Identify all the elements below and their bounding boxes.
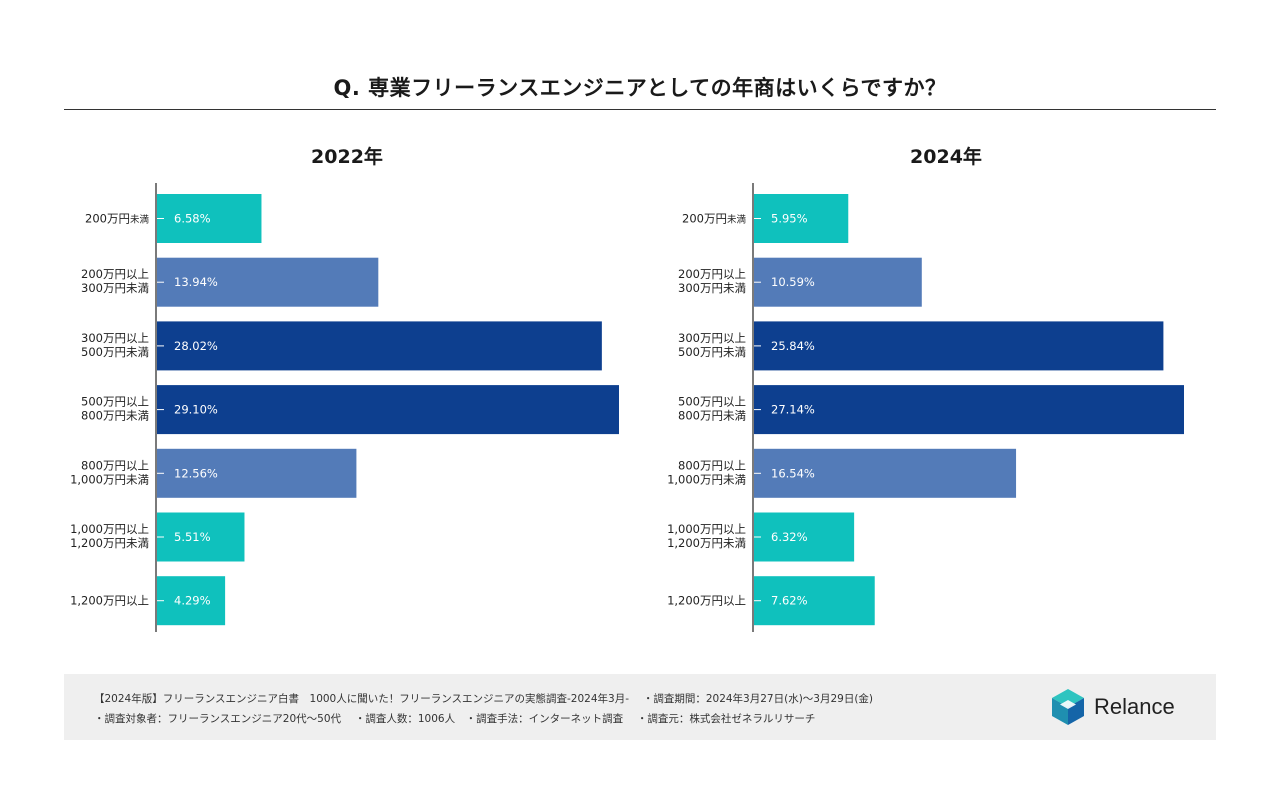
data-label: 16.54%	[771, 466, 815, 480]
data-label: 25.84%	[771, 339, 815, 353]
bar	[157, 512, 245, 562]
footer-panel: 【2024年版】フリーランスエンジニア白書 1000人に聞いた！フリーランスエン…	[64, 674, 1216, 740]
category-label: 1,000万円以上	[667, 522, 746, 536]
data-label: 6.58%	[174, 212, 211, 226]
bar	[157, 194, 262, 243]
page-title: Q. 専業フリーランスエンジニアとしての年商はいくらですか？	[333, 76, 947, 100]
bar	[157, 257, 379, 307]
category-label: 1,200万円未満	[70, 536, 149, 550]
category-label: 1,200万円以上	[70, 594, 149, 608]
category-label: 800万円未満	[81, 409, 149, 423]
bar	[754, 257, 922, 307]
bar	[754, 385, 1184, 435]
data-label: 29.10%	[174, 403, 218, 417]
title-divider	[64, 109, 1216, 110]
category-label: 500万円未満	[678, 345, 746, 359]
category-label: 1,000万円未満	[70, 472, 149, 486]
footer-method-line: ・調査対象者：フリーランスエンジニア20代〜50代 ・調査人数：1006人 ・調…	[94, 713, 816, 725]
data-label: 13.94%	[174, 275, 218, 289]
footer-source-line: 【2024年版】フリーランスエンジニア白書 1000人に聞いた！フリーランスエン…	[94, 693, 874, 705]
bar	[754, 448, 1017, 498]
category-label: 200万円以上	[81, 267, 149, 281]
data-label: 27.14%	[771, 403, 815, 417]
category-label: 1,200万円以上	[667, 594, 746, 608]
data-label: 5.95%	[771, 212, 808, 226]
logo-text: Relance	[1094, 694, 1175, 719]
category-label: 200万円未満	[85, 212, 149, 226]
category-label: 1,000万円以上	[70, 522, 149, 536]
category-label: 800万円以上	[81, 458, 149, 472]
category-label: 300万円未満	[81, 281, 149, 295]
bar	[157, 321, 602, 371]
bar	[754, 321, 1164, 371]
category-label: 500万円以上	[678, 395, 746, 409]
category-label: 300万円未満	[678, 281, 746, 295]
category-label: 500万円以上	[81, 395, 149, 409]
relance-logo: Relance	[1050, 688, 1200, 726]
relance-cube-icon	[1052, 689, 1084, 725]
category-label: 1,000万円未満	[667, 472, 746, 486]
category-label: 200万円以上	[678, 267, 746, 281]
bar	[157, 385, 619, 435]
data-label: 10.59%	[771, 275, 815, 289]
category-label: 200万円未満	[682, 212, 746, 226]
chart-title: 2022年	[311, 145, 383, 168]
data-label: 12.56%	[174, 466, 218, 480]
data-label: 7.62%	[771, 594, 808, 608]
bar	[754, 576, 875, 626]
data-label: 4.29%	[174, 594, 211, 608]
category-label: 800万円未満	[678, 409, 746, 423]
bar	[157, 448, 357, 498]
category-label: 800万円以上	[678, 458, 746, 472]
data-label: 28.02%	[174, 339, 218, 353]
bar	[157, 576, 226, 626]
category-label: 500万円未満	[81, 345, 149, 359]
category-label: 300万円以上	[678, 331, 746, 345]
category-label: 1,200万円未満	[667, 536, 746, 550]
data-label: 5.51%	[174, 530, 211, 544]
bar	[754, 512, 855, 562]
category-label: 300万円以上	[81, 331, 149, 345]
charts-area: 2022年6.58%200万円未満13.94%200万円以上300万円未満28.…	[70, 145, 1184, 632]
data-label: 6.32%	[771, 530, 808, 544]
bar	[754, 194, 849, 243]
chart-title: 2024年	[910, 145, 982, 168]
